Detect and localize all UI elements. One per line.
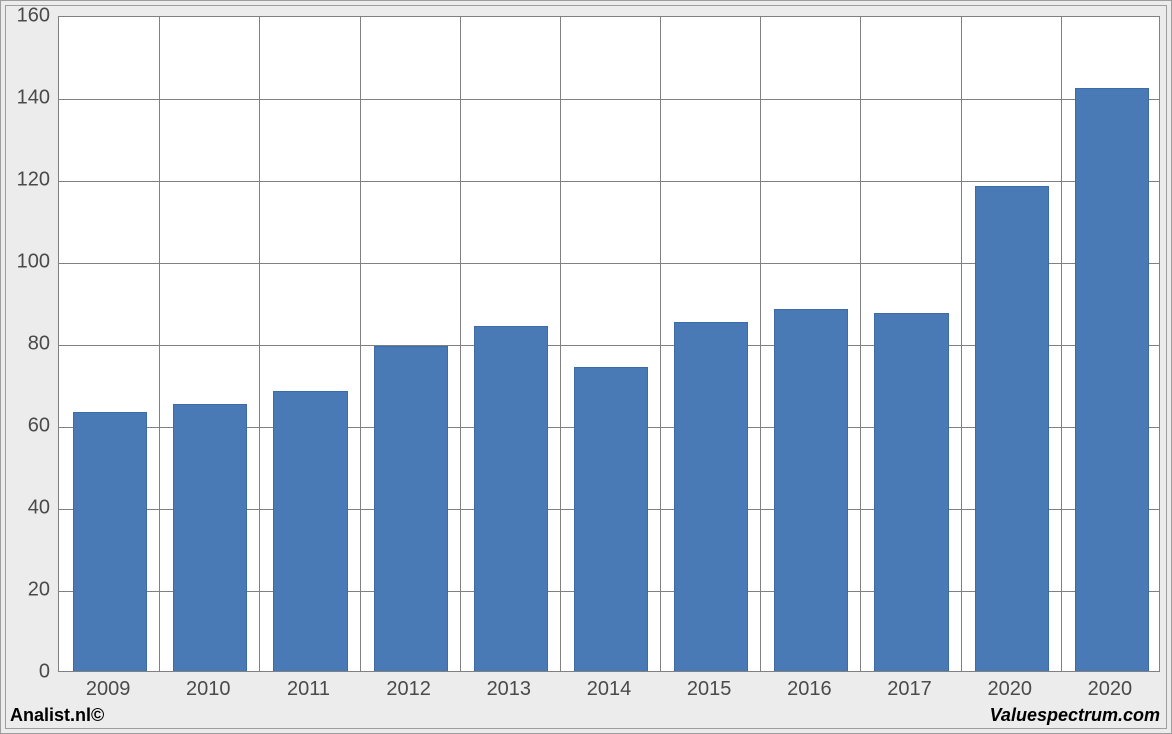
y-tick-label: 120 <box>6 169 50 192</box>
bar <box>674 322 748 672</box>
gridline-vertical <box>560 17 561 671</box>
gridline-vertical <box>961 17 962 671</box>
x-tick-label: 2011 <box>287 678 330 701</box>
y-tick-label: 60 <box>6 415 50 438</box>
gridline-horizontal <box>59 181 1159 182</box>
x-tick-label: 2013 <box>487 678 532 701</box>
x-tick-label: 2016 <box>787 678 832 701</box>
bar <box>273 391 347 671</box>
bar <box>574 367 648 671</box>
y-tick-label: 140 <box>6 87 50 110</box>
gridline-vertical <box>460 17 461 671</box>
gridline-vertical <box>660 17 661 671</box>
bar <box>774 309 848 671</box>
bar <box>374 346 448 671</box>
bar <box>874 313 948 671</box>
gridline-vertical <box>760 17 761 671</box>
x-tick-label: 2014 <box>587 678 632 701</box>
gridline-vertical <box>1061 17 1062 671</box>
gridline-vertical <box>259 17 260 671</box>
plot-area <box>58 16 1160 672</box>
footer-credit-left: Analist.nl© <box>10 705 104 726</box>
y-tick-label: 160 <box>6 5 50 28</box>
y-tick-label: 80 <box>6 333 50 356</box>
chart-outer-frame: 0 20 40 60 80 100 120 140 160 2009 2010 2011 2012 20… <box>0 0 1172 734</box>
x-tick-label: 2012 <box>386 678 431 701</box>
x-tick-label: 2010 <box>186 678 231 701</box>
gridline-vertical <box>860 17 861 671</box>
chart-inner-frame: 0 20 40 60 80 100 120 140 160 2009 2010 2011 2012 20… <box>5 5 1167 729</box>
y-tick-label: 40 <box>6 497 50 520</box>
bar <box>73 412 147 671</box>
bar <box>1075 88 1149 671</box>
x-tick-label: 2017 <box>887 678 932 701</box>
x-tick-label: 2009 <box>86 678 131 701</box>
footer-credit-right: Valuespectrum.com <box>990 705 1160 726</box>
x-tick-label: 2015 <box>687 678 732 701</box>
y-tick-label: 20 <box>6 579 50 602</box>
x-tick-label: 2020 <box>1088 678 1133 701</box>
y-tick-label: 0 <box>6 661 50 684</box>
gridline-vertical <box>159 17 160 671</box>
bar <box>474 326 548 671</box>
bar <box>975 186 1049 671</box>
x-tick-label: 2020 <box>987 678 1032 701</box>
gridline-vertical <box>360 17 361 671</box>
y-tick-label: 100 <box>6 251 50 274</box>
bar <box>173 404 247 672</box>
gridline-horizontal <box>59 99 1159 100</box>
